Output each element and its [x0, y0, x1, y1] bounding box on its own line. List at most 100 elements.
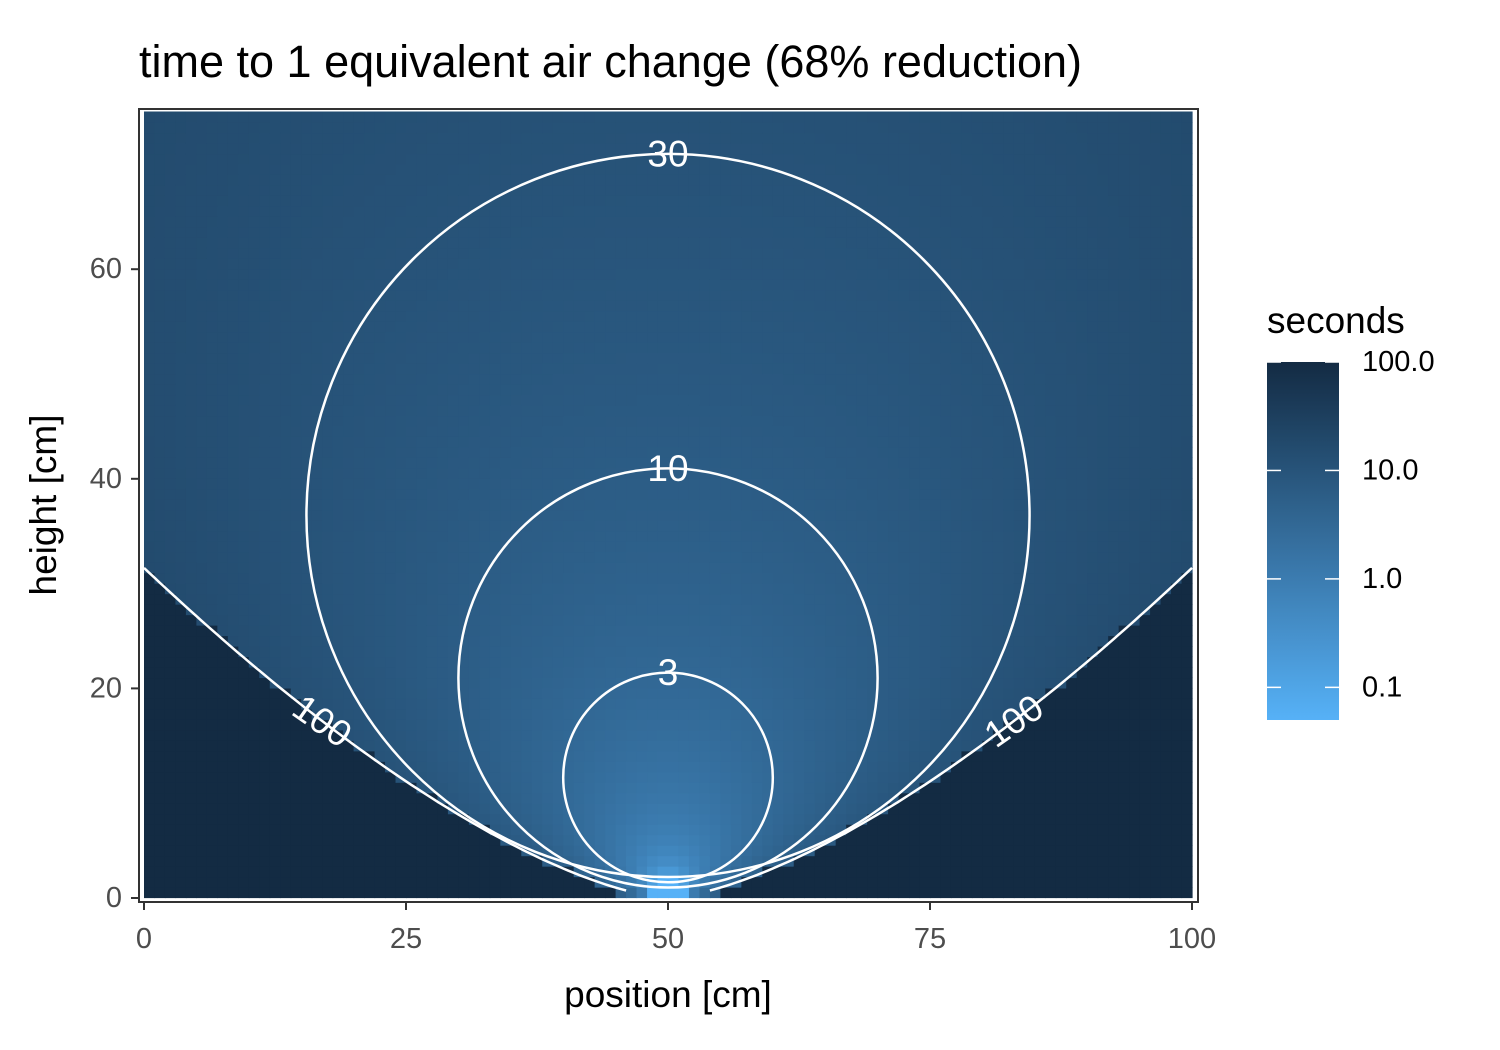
heat-cell [500, 237, 512, 249]
heat-cell [206, 656, 218, 668]
heat-cell [510, 593, 522, 605]
heat-cell [804, 604, 816, 616]
heat-cell [563, 163, 575, 175]
heat-cell [395, 121, 407, 134]
heat-cell [489, 541, 501, 553]
heat-cell [489, 677, 501, 689]
heat-cell [437, 310, 449, 322]
heat-cell [751, 467, 763, 479]
heat-cell [783, 436, 795, 448]
heat-cell [374, 719, 386, 731]
heat-cell [605, 478, 617, 490]
heat-cell [500, 604, 512, 616]
heat-cell [762, 551, 774, 563]
heat-cell [626, 677, 638, 689]
heat-cell [542, 363, 554, 375]
heat-cell [385, 729, 397, 741]
heat-cell [489, 666, 501, 679]
heat-cell [720, 583, 732, 595]
heat-cell [825, 457, 837, 469]
heat-cell [804, 740, 816, 752]
heat-cell [185, 551, 197, 563]
heat-cell [144, 562, 156, 574]
heat-cell [479, 383, 491, 396]
heat-cell [741, 792, 753, 804]
heat-cell [531, 635, 543, 647]
heat-cell [699, 604, 711, 616]
heat-cell [626, 572, 638, 584]
heat-cell [206, 142, 218, 155]
heat-cell [447, 258, 459, 270]
heat-cell [489, 824, 501, 836]
heat-cell [269, 237, 281, 249]
heat-cell [227, 604, 239, 616]
heat-cell [468, 530, 480, 542]
heat-cell [144, 583, 156, 595]
heat-cell [741, 467, 753, 479]
heat-cell [626, 184, 638, 196]
heat-cell [636, 226, 648, 238]
heat-cell [406, 876, 418, 888]
heat-cell [238, 121, 250, 134]
heat-cell [793, 887, 805, 899]
heat-cell [238, 635, 250, 647]
heat-cell [217, 876, 229, 888]
heat-cell [364, 279, 376, 291]
heat-cell [688, 342, 701, 354]
heat-cell [269, 268, 281, 280]
heat-cell [531, 750, 543, 762]
heat-cell [248, 121, 260, 134]
heat-cell [479, 237, 491, 249]
heat-cell [196, 562, 208, 574]
heat-cell [615, 404, 627, 417]
heat-cell [259, 593, 271, 605]
heat-cell [804, 300, 816, 312]
heat-cell [647, 415, 659, 427]
heat-cell [437, 583, 449, 595]
heat-cell [500, 687, 512, 699]
heat-cell [793, 551, 805, 563]
heat-cell [269, 363, 281, 375]
heat-cell [825, 205, 837, 217]
heat-cell [406, 656, 418, 668]
heat-cell [793, 300, 805, 312]
heat-cell [364, 792, 376, 804]
heat-cell [437, 446, 449, 458]
heat-cell [521, 604, 533, 616]
heat-cell [552, 279, 564, 291]
heat-cell [626, 813, 638, 825]
heat-cell [154, 404, 166, 417]
heat-cell [332, 111, 344, 123]
heat-cell [615, 761, 627, 773]
heat-cell [647, 656, 659, 668]
heat-cell [552, 520, 564, 532]
heat-cell [175, 687, 187, 699]
heat-cell [542, 121, 554, 134]
heat-cell [762, 708, 774, 720]
heat-cell [552, 342, 564, 354]
heat-cell [227, 446, 239, 458]
heat-cell [374, 310, 386, 322]
heat-cell [385, 509, 397, 521]
heat-cell [144, 530, 156, 542]
heat-cell [185, 813, 197, 825]
heat-cell [573, 404, 585, 417]
heat-cell [626, 708, 638, 720]
heat-cell [720, 656, 732, 668]
heat-cell [437, 625, 449, 637]
heat-cell [688, 226, 701, 238]
heat-cell [458, 195, 470, 207]
heat-cell [793, 310, 805, 322]
heat-cell [301, 761, 313, 773]
heat-cell [426, 499, 439, 511]
heat-cell [164, 834, 177, 846]
heat-cell [615, 247, 627, 259]
heat-cell [290, 300, 302, 312]
heat-cell [353, 258, 365, 270]
heat-cell [657, 142, 669, 155]
heat-cell [311, 509, 323, 521]
heat-cell [741, 855, 753, 867]
heat-cell [227, 184, 239, 196]
heat-cell [730, 394, 742, 406]
heat-cell [437, 719, 449, 731]
